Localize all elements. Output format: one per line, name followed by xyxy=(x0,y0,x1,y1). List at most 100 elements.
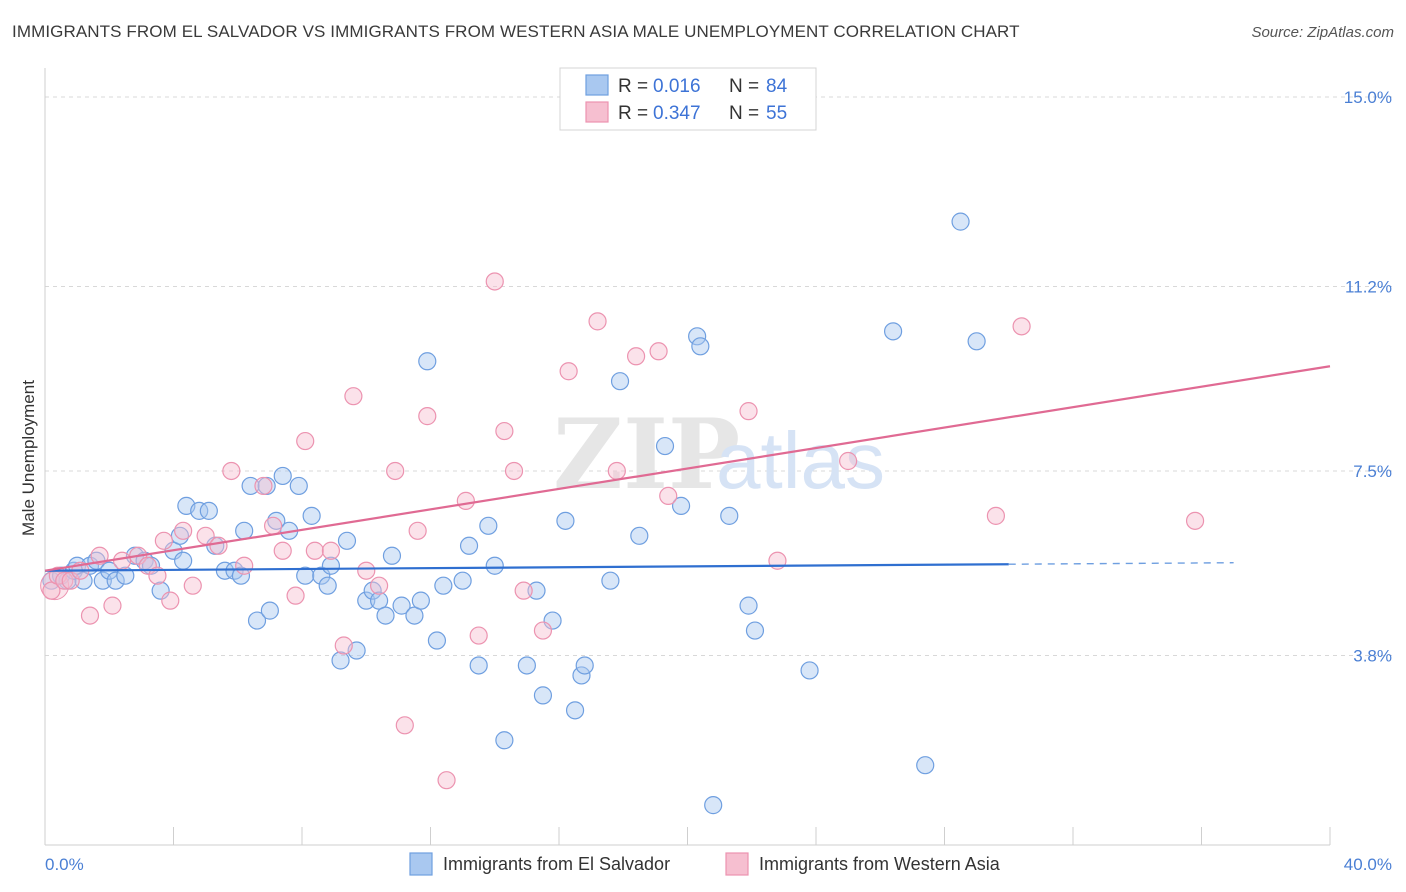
el-salvador-point-47 xyxy=(382,546,402,565)
series-legend-swatch-el-salvador xyxy=(409,852,433,876)
legend-r-label-1: R = xyxy=(618,76,648,97)
el-salvador-point-66 xyxy=(572,666,591,685)
western-asia-point-47 xyxy=(649,342,668,361)
y-tick-label-3: 15.0% xyxy=(1344,88,1392,107)
el-salvador-point-68 xyxy=(601,571,620,590)
legend-swatch-pink xyxy=(585,101,609,123)
western-asia-point-31 xyxy=(386,461,405,481)
el-salvador-point-57 xyxy=(479,516,498,535)
legend-n-label-1: N = xyxy=(729,76,759,97)
el-salvador-point-35 xyxy=(296,566,315,585)
el-salvador-point-80 xyxy=(883,322,903,341)
el-salvador-point-32 xyxy=(273,466,292,486)
el-salvador-point-36 xyxy=(302,506,321,525)
western-asia-point-48 xyxy=(659,486,678,506)
western-asia-point-30 xyxy=(370,576,389,595)
series-legend-swatch-western-asia xyxy=(725,852,749,876)
el-salvador-point-81 xyxy=(916,756,935,775)
trend-line-western-asia xyxy=(44,365,1331,572)
y-tick-label-0: 3.8% xyxy=(1353,646,1392,665)
el-salvador-point-76 xyxy=(720,506,739,525)
western-asia-point-51 xyxy=(839,451,858,471)
western-asia-point-27 xyxy=(334,636,353,655)
western-asia-point-19 xyxy=(235,556,254,575)
series-legend-label-el-salvador: Immigrants from El Salvador xyxy=(443,854,670,874)
el-salvador-point-53 xyxy=(434,576,453,595)
western-asia-point-8 xyxy=(112,551,132,570)
y-tick-label-2: 11.2% xyxy=(1345,277,1392,296)
western-asia-point-20 xyxy=(254,476,273,496)
western-asia-point-53 xyxy=(1012,317,1031,336)
y-tick-labels: 3.8% 7.5% 11.2% 15.0% xyxy=(1344,88,1392,666)
legend-r-label-2: R = xyxy=(618,103,648,124)
western-asia-point-24 xyxy=(296,431,315,451)
western-asia-point-36 xyxy=(456,491,475,510)
watermark: ZIP atlas xyxy=(553,398,885,511)
el-salvador-point-18 xyxy=(174,551,193,570)
gridlines xyxy=(45,96,1392,656)
series-legend: Immigrants from El Salvador Immigrants f… xyxy=(409,852,1001,876)
el-salvador-point-41 xyxy=(337,531,357,550)
watermark-zip: ZIP xyxy=(553,398,740,511)
legend-n-value-1: 84 xyxy=(766,76,788,97)
trend-line-el-salvador xyxy=(44,563,1009,572)
el-salvador-point-72 xyxy=(671,496,691,515)
western-asia-point-40 xyxy=(504,461,524,481)
western-asia-point-12 xyxy=(154,531,173,550)
el-salvador-point-64 xyxy=(556,511,575,530)
legend-n-label-2: N = xyxy=(729,103,759,124)
series-el-salvador-points xyxy=(40,212,986,815)
el-salvador-point-50 xyxy=(411,591,430,610)
western-asia-point-43 xyxy=(559,362,578,381)
western-asia-point-37 xyxy=(469,626,488,645)
el-salvador-point-79 xyxy=(800,661,819,680)
western-asia-point-38 xyxy=(485,272,504,291)
western-asia-point-39 xyxy=(495,421,514,441)
western-asia-point-18 xyxy=(222,461,241,481)
western-asia-point-32 xyxy=(395,716,414,735)
western-asia-point-15 xyxy=(183,576,202,595)
el-salvador-point-56 xyxy=(469,656,488,675)
western-asia-point-26 xyxy=(321,541,341,560)
western-asia-point-13 xyxy=(161,591,180,610)
el-salvador-point-11 xyxy=(116,566,135,585)
el-salvador-point-71 xyxy=(655,436,675,456)
x-tick-label-min: 0.0% xyxy=(45,855,84,874)
western-asia-point-21 xyxy=(263,516,283,535)
western-asia-point-14 xyxy=(174,521,193,540)
correlation-legend: R = 0.016 N = 84 R = 0.347 N = 55 xyxy=(559,67,817,131)
el-salvador-point-37 xyxy=(312,566,331,585)
el-salvador-point-45 xyxy=(370,591,389,610)
source-label: Source: ZipAtlas.com xyxy=(1251,24,1394,41)
western-asia-point-5 xyxy=(80,606,100,625)
el-salvador-point-78 xyxy=(745,621,765,640)
western-asia-point-52 xyxy=(986,506,1006,525)
el-salvador-point-10 xyxy=(106,571,125,590)
legend-r-value-1: 0.016 xyxy=(653,76,701,97)
western-asia-point-29 xyxy=(357,561,376,580)
western-asia-point-17 xyxy=(209,536,228,555)
western-asia-point-42 xyxy=(533,621,553,640)
el-salvador-point-69 xyxy=(610,372,630,391)
el-salvador-point-75 xyxy=(704,796,723,815)
series-legend-label-western-asia: Immigrants from Western Asia xyxy=(759,854,1001,874)
x-tick-labels: 0.0% 40.0% xyxy=(45,855,1392,874)
el-salvador-point-25 xyxy=(231,566,251,585)
el-salvador-point-20 xyxy=(190,501,209,520)
western-asia-point-22 xyxy=(273,541,292,560)
el-salvador-point-67 xyxy=(575,656,594,675)
el-salvador-point-62 xyxy=(533,686,553,705)
el-salvador-point-58 xyxy=(485,556,504,575)
el-salvador-point-52 xyxy=(427,631,447,650)
el-salvador-point-15 xyxy=(151,581,170,600)
el-salvador-point-30 xyxy=(260,601,279,620)
western-asia-point-34 xyxy=(418,407,437,426)
x-tick-label-max: 40.0% xyxy=(1344,855,1392,874)
y-axis-label: Male Unemployment xyxy=(19,380,38,536)
trend-lines xyxy=(44,365,1331,572)
western-asia-point-33 xyxy=(408,521,427,540)
el-salvador-point-74 xyxy=(691,337,710,356)
trend-line-el-salvador-extension xyxy=(1008,562,1234,565)
el-salvador-point-5 xyxy=(74,571,93,590)
